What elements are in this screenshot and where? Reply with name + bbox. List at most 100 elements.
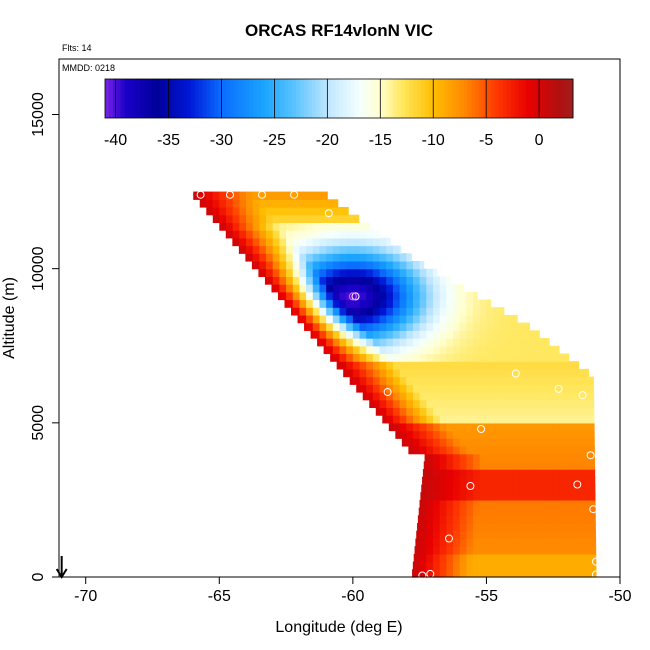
- heatmap-cell: [486, 353, 494, 362]
- heatmap-cell: [453, 569, 461, 578]
- colorbar-segment: [108, 79, 114, 118]
- heatmap-cell: [513, 453, 521, 462]
- heatmap-cell: [486, 546, 494, 555]
- heatmap-cell: [352, 284, 361, 293]
- heatmap-cell: [473, 469, 481, 478]
- heatmap-cell: [559, 492, 568, 501]
- heatmap-cell: [473, 307, 481, 316]
- heatmap-cell: [379, 260, 387, 270]
- heatmap-cell: [319, 191, 327, 200]
- heatmap-cell: [259, 245, 267, 254]
- heatmap-cell: [419, 338, 427, 347]
- heatmap-cell: [466, 376, 474, 385]
- heatmap-cell: [579, 368, 588, 378]
- colorbar-segment: [229, 79, 235, 118]
- heatmap-cell: [573, 368, 581, 378]
- heatmap-cell: [573, 392, 581, 401]
- heatmap-cell: [446, 392, 454, 401]
- heatmap-cell: [573, 523, 581, 532]
- heatmap-cell: [433, 561, 441, 570]
- colorbar-segment: [479, 79, 484, 118]
- heatmap-cell: [366, 314, 374, 324]
- heatmap-cell: [453, 523, 461, 532]
- heatmap-cell: [493, 445, 501, 455]
- heatmap-cell: [546, 476, 554, 486]
- heatmap-cell: [559, 499, 568, 509]
- heatmap-cell: [346, 353, 354, 362]
- heatmap-cell: [479, 392, 488, 401]
- heatmap-cell: [372, 268, 381, 277]
- heatmap-cell: [339, 330, 347, 339]
- heatmap-cell: [419, 538, 427, 547]
- heatmap-cell: [573, 507, 581, 516]
- heatmap-cell: [414, 546, 421, 555]
- heatmap-cell: [553, 538, 561, 547]
- colorbar-segment: [553, 79, 558, 118]
- heatmap-cell: [593, 499, 596, 509]
- colorbar-tick-label: -20: [316, 132, 339, 149]
- heatmap-cell: [446, 307, 454, 316]
- heatmap-cell: [225, 214, 234, 224]
- heatmap-cell: [506, 453, 514, 462]
- colorbar-segment: [417, 79, 422, 118]
- heatmap-cell: [499, 523, 508, 532]
- heatmap-cell: [493, 415, 501, 424]
- heatmap-cell: [473, 353, 481, 362]
- heatmap-cell: [419, 384, 427, 393]
- heatmap-cell: [506, 422, 514, 432]
- heatmap-cell: [479, 569, 488, 578]
- heatmap-cell: [406, 276, 414, 285]
- heatmap-cell: [272, 284, 280, 293]
- heatmap-cell: [553, 422, 561, 432]
- heatmap-cell: [426, 368, 434, 378]
- heatmap-cell: [466, 415, 474, 424]
- heatmap-cell: [479, 484, 488, 493]
- heatmap-cell: [346, 222, 354, 231]
- observation-point: [592, 557, 600, 566]
- heatmap-cell: [386, 345, 394, 355]
- heatmap-cell: [499, 492, 508, 501]
- heatmap-cell: [346, 284, 354, 293]
- heatmap-cell: [513, 523, 521, 532]
- heatmap-cell: [359, 330, 367, 339]
- heatmap-cell: [559, 453, 568, 462]
- heatmap-cell: [546, 361, 554, 370]
- heatmap-cell: [506, 399, 514, 409]
- heatmap-cell: [225, 191, 234, 200]
- heatmap-cell: [433, 515, 441, 524]
- heatmap-cell: [419, 445, 427, 455]
- heatmap-cell: [433, 492, 441, 501]
- heatmap-cell: [326, 222, 334, 231]
- colorbar-segment: [514, 79, 519, 118]
- heatmap-cell: [299, 299, 307, 308]
- heatmap-cell: [419, 515, 427, 524]
- colorbar-segment: [366, 79, 371, 118]
- heatmap-cell: [553, 368, 561, 378]
- heatmap-cell: [446, 469, 454, 478]
- colorbar-segment: [420, 79, 426, 118]
- heatmap-cell: [346, 276, 354, 285]
- heatmap-cell: [279, 230, 287, 239]
- heatmap-cell: [526, 546, 534, 555]
- heatmap-cell: [466, 484, 474, 493]
- heatmap-cell: [479, 530, 488, 540]
- heatmap-cell: [579, 392, 588, 401]
- heatmap-cell: [566, 469, 574, 478]
- heatmap-cell: [493, 330, 501, 339]
- heatmap-cell: [579, 553, 588, 563]
- heatmap-cell: [332, 322, 341, 331]
- heatmap-cell: [499, 345, 508, 355]
- heatmap-cell: [539, 384, 548, 393]
- heatmap-cell: [593, 399, 595, 409]
- heatmap-cell: [412, 384, 421, 393]
- heatmap-cell: [419, 368, 427, 378]
- heatmap-cell: [579, 546, 588, 555]
- heatmap-cell: [426, 453, 434, 462]
- heatmap-cell: [412, 345, 421, 355]
- heatmap-cell: [312, 307, 321, 316]
- heatmap-cell: [499, 461, 508, 470]
- heatmap-cell: [446, 368, 454, 378]
- heatmap-cell: [326, 284, 334, 293]
- heatmap-cell: [326, 214, 334, 224]
- heatmap-cell: [486, 469, 494, 478]
